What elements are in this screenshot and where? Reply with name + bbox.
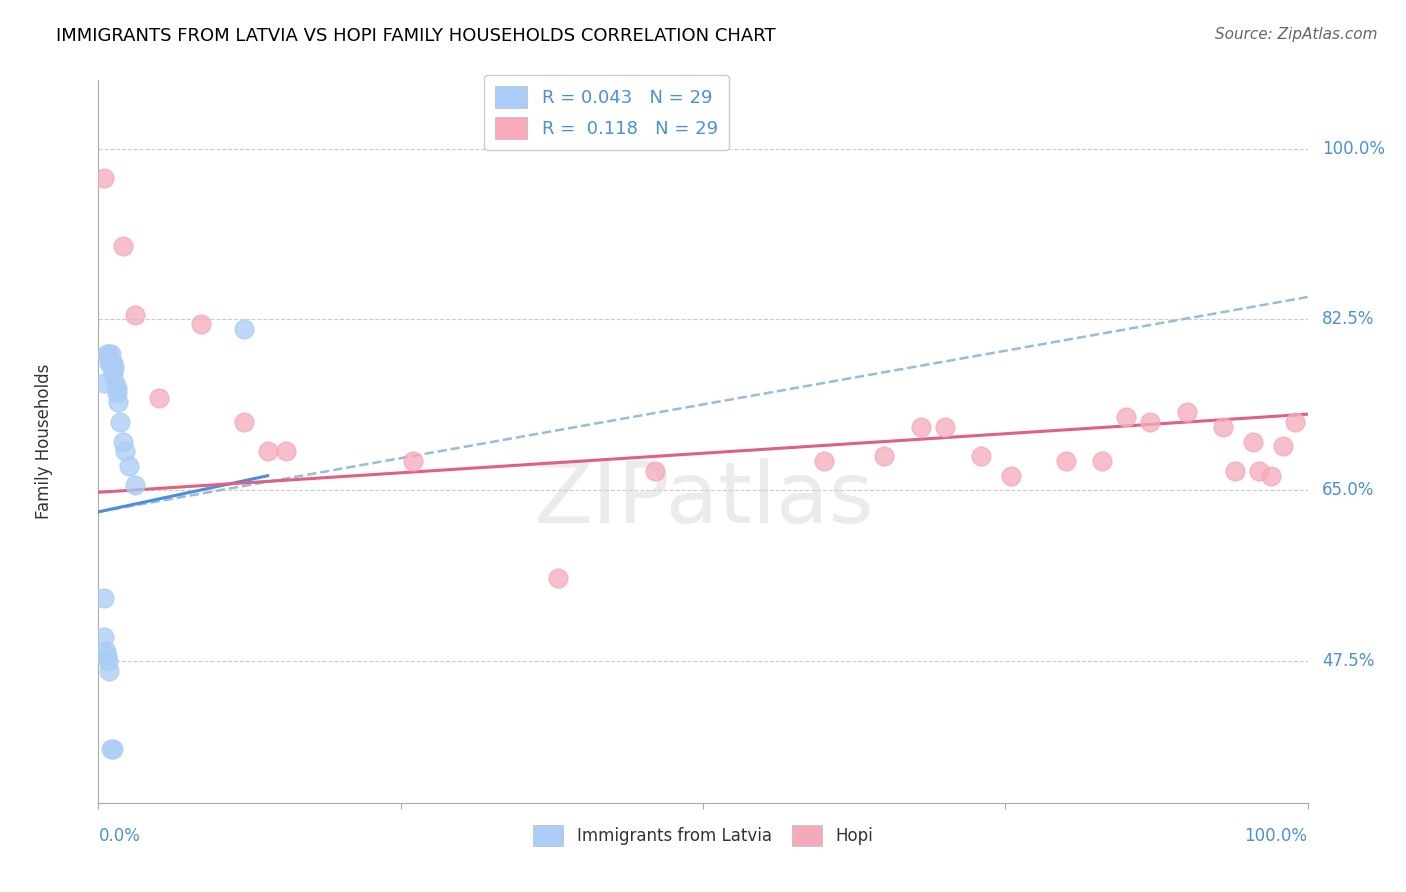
Point xyxy=(148,391,170,405)
Text: 65.0%: 65.0% xyxy=(1322,482,1375,500)
Text: Source: ZipAtlas.com: Source: ZipAtlas.com xyxy=(1215,27,1378,42)
Point xyxy=(644,464,666,478)
Point xyxy=(114,444,136,458)
Point xyxy=(100,742,122,756)
Point xyxy=(100,346,122,360)
Point xyxy=(111,434,134,449)
Point xyxy=(970,449,993,463)
Text: 47.5%: 47.5% xyxy=(1322,652,1375,670)
Point xyxy=(232,415,254,429)
Point xyxy=(98,664,121,678)
Point xyxy=(232,322,254,336)
Point xyxy=(1272,439,1295,453)
Point xyxy=(100,356,122,370)
Point xyxy=(93,376,115,390)
Point xyxy=(101,356,124,370)
Point xyxy=(104,376,127,390)
Point xyxy=(105,381,128,395)
Point xyxy=(1241,434,1264,449)
Point xyxy=(1115,410,1137,425)
Text: Family Households: Family Households xyxy=(35,364,53,519)
Point xyxy=(910,420,932,434)
Point xyxy=(101,742,124,756)
Point xyxy=(1212,420,1234,434)
Point xyxy=(190,318,212,332)
Point xyxy=(100,356,122,370)
Point xyxy=(108,415,131,429)
Point xyxy=(103,361,125,376)
Point xyxy=(107,395,129,409)
Point xyxy=(1284,415,1306,429)
Point xyxy=(93,630,115,644)
Point xyxy=(1223,464,1246,478)
Point xyxy=(118,458,141,473)
Point xyxy=(402,454,425,468)
Text: 0.0%: 0.0% xyxy=(98,827,141,846)
Text: IMMIGRANTS FROM LATVIA VS HOPI FAMILY HOUSEHOLDS CORRELATION CHART: IMMIGRANTS FROM LATVIA VS HOPI FAMILY HO… xyxy=(56,27,776,45)
Point xyxy=(124,478,146,492)
Point xyxy=(105,385,128,400)
Point xyxy=(256,444,278,458)
Text: ZIPatlas: ZIPatlas xyxy=(533,458,873,541)
Point xyxy=(97,654,120,668)
Point xyxy=(98,356,121,370)
Point xyxy=(101,366,124,380)
Point xyxy=(93,591,115,605)
Point xyxy=(96,649,118,664)
Point xyxy=(1054,454,1077,468)
Legend: Immigrants from Latvia, Hopi: Immigrants from Latvia, Hopi xyxy=(527,819,879,852)
Point xyxy=(111,239,134,253)
Point xyxy=(1260,468,1282,483)
Point xyxy=(1000,468,1022,483)
Point xyxy=(96,346,118,360)
Point xyxy=(1139,415,1161,429)
Point xyxy=(274,444,297,458)
Point xyxy=(1249,464,1271,478)
Point xyxy=(813,454,835,468)
Point xyxy=(97,346,120,360)
Point xyxy=(1091,454,1114,468)
Point xyxy=(124,308,146,322)
Text: 82.5%: 82.5% xyxy=(1322,310,1375,328)
Text: 100.0%: 100.0% xyxy=(1244,827,1308,846)
Point xyxy=(934,420,956,434)
Text: 100.0%: 100.0% xyxy=(1322,140,1385,158)
Point xyxy=(94,644,117,658)
Point xyxy=(547,571,569,585)
Point xyxy=(100,361,122,376)
Point xyxy=(93,170,115,185)
Point xyxy=(873,449,896,463)
Point xyxy=(1175,405,1198,419)
